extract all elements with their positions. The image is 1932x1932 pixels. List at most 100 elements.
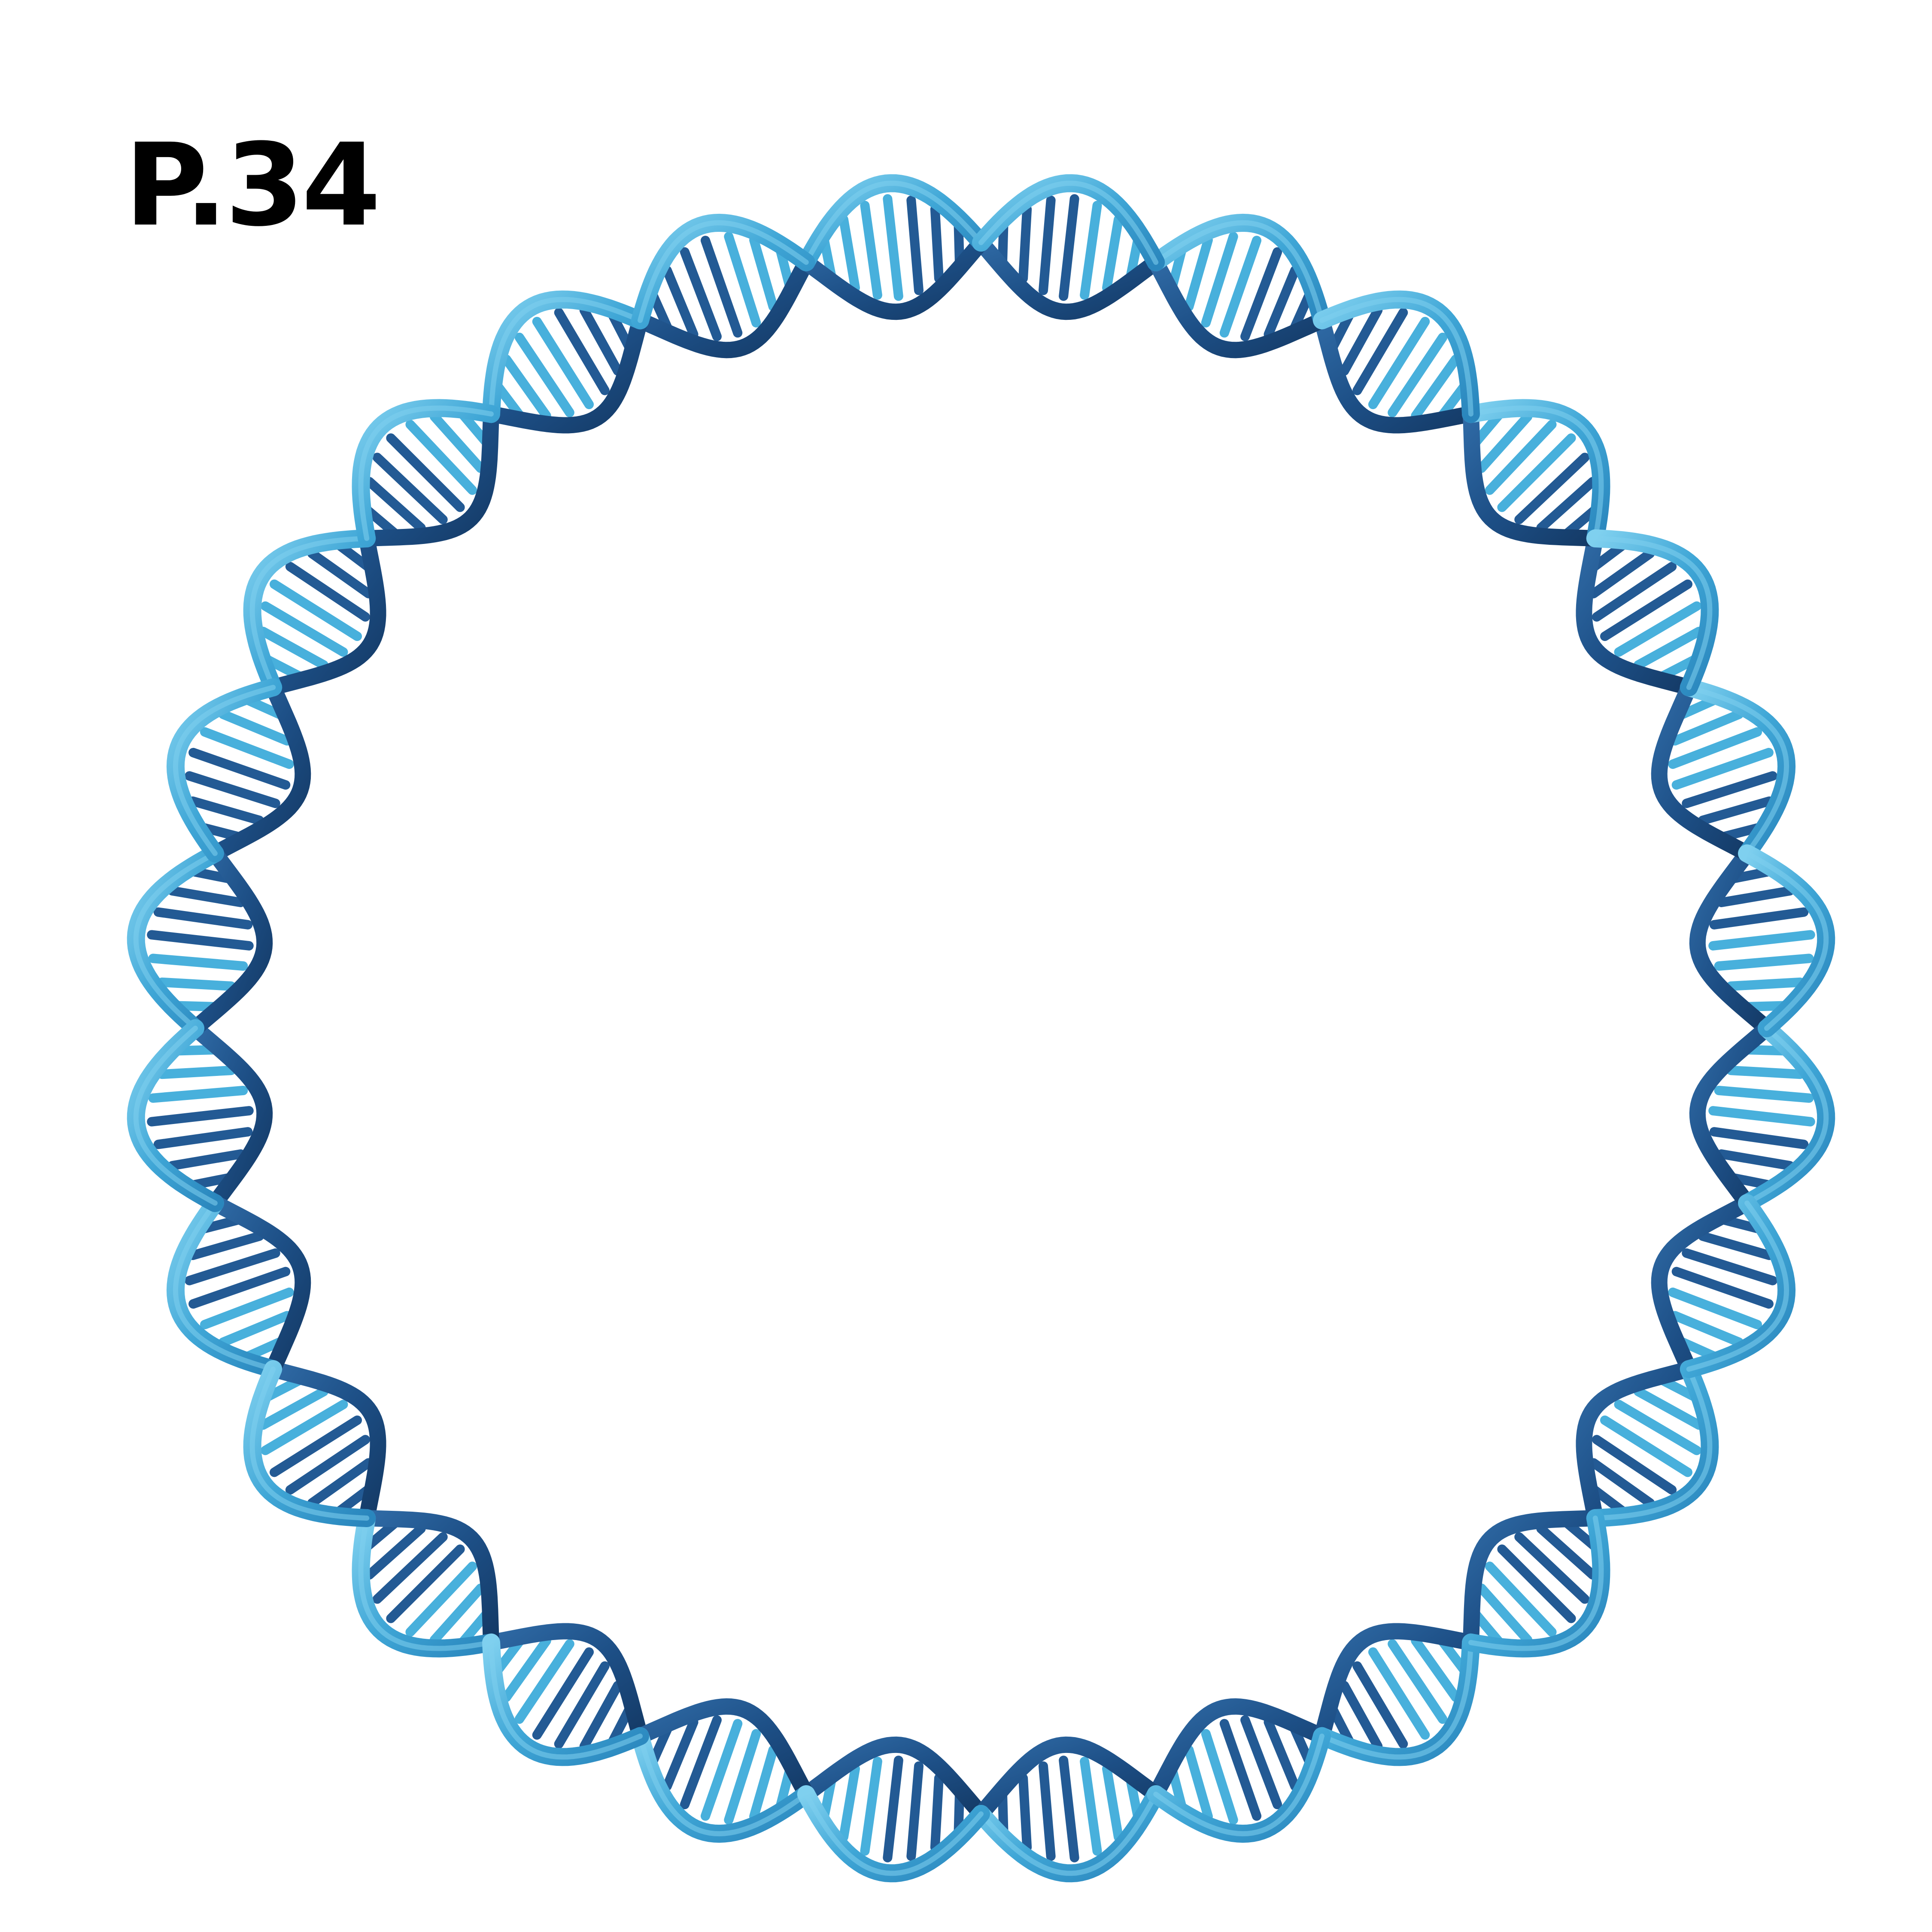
helix-rung xyxy=(1264,1717,1300,1791)
helix-rung xyxy=(1184,1745,1213,1821)
helix-rung xyxy=(1485,1561,1557,1637)
helix-rung xyxy=(1536,477,1598,533)
helix-rung xyxy=(838,215,860,293)
helix-rung xyxy=(906,195,924,295)
helix-rung xyxy=(1059,1756,1079,1862)
helix-strand-back-segment xyxy=(1576,530,1697,696)
helix-rung xyxy=(167,1149,246,1171)
helix-rung xyxy=(147,930,254,951)
helix-rung xyxy=(269,1415,362,1477)
helix-strand-highlight xyxy=(489,297,643,417)
helix-rung xyxy=(200,1288,294,1330)
helix-rung xyxy=(1059,194,1079,301)
helix-rung xyxy=(1411,1636,1461,1702)
helix-strand-back-segment xyxy=(798,234,989,320)
helix-rung xyxy=(1102,215,1124,293)
helix-strand-highlight xyxy=(133,851,218,1031)
helix-rung xyxy=(1668,1288,1762,1330)
helix-rung xyxy=(883,1756,903,1862)
helix-rung xyxy=(429,1583,486,1645)
helix-rung xyxy=(1476,1583,1533,1645)
helix-strand-highlight xyxy=(358,1516,494,1651)
helix-strand-highlight xyxy=(1592,536,1713,690)
helix-rung xyxy=(532,316,594,410)
helix-rung xyxy=(1592,1435,1677,1495)
helix-rung xyxy=(200,727,294,769)
helix-rung xyxy=(1634,626,1704,670)
helix-rung xyxy=(1668,727,1762,769)
helix-rung xyxy=(724,232,761,328)
helix-rung xyxy=(680,247,722,341)
helix-rung xyxy=(1708,930,1815,951)
helix-rung xyxy=(700,1719,743,1821)
helix-rung xyxy=(1352,308,1408,395)
helix-strand-back-segment xyxy=(358,1510,499,1651)
helix-strand-back-segment xyxy=(1576,1361,1697,1526)
helix-strand-back-segment xyxy=(798,1736,989,1822)
helix-strand-highlight xyxy=(249,536,370,690)
helix-rung xyxy=(188,1267,291,1309)
helix-strand-highlight xyxy=(1153,1733,1324,1837)
helix-rung xyxy=(860,200,882,300)
helix-rung xyxy=(1671,1267,1774,1309)
helix-rung xyxy=(1714,954,1814,971)
helix-rung xyxy=(1080,200,1102,300)
helix-rung xyxy=(1589,549,1655,598)
helix-rung xyxy=(1411,354,1461,421)
helix-strand-highlight xyxy=(1744,1026,1829,1206)
helix-back-strands xyxy=(187,234,1775,1822)
helix-rung xyxy=(749,235,778,311)
helix-strand-back-segment xyxy=(632,1698,814,1803)
helix-rung xyxy=(1592,562,1677,622)
helix-rung xyxy=(930,1773,944,1852)
helix-rung xyxy=(1201,232,1238,328)
helix-rung xyxy=(1352,1661,1408,1749)
helix-rung xyxy=(1219,1719,1262,1821)
helix-strand-back-segment xyxy=(1689,1020,1775,1212)
helix-strand-highlight xyxy=(1686,685,1789,856)
helix-rung xyxy=(501,1636,551,1702)
helix-rung xyxy=(514,332,574,417)
helix-strand-back-segment xyxy=(1463,1510,1604,1651)
helix-rung xyxy=(218,1311,292,1347)
helix-rung xyxy=(1716,886,1795,907)
helix-rung xyxy=(261,601,348,657)
helix-rung xyxy=(662,265,699,339)
helix-rung xyxy=(1709,907,1809,930)
helix-rung xyxy=(883,194,903,301)
helix-rung xyxy=(218,709,292,746)
helix-strand-back-segment xyxy=(1651,1195,1756,1377)
helix-rung xyxy=(261,1400,348,1455)
helix-rung xyxy=(148,1085,248,1103)
helix-rung xyxy=(153,907,253,930)
helix-rung xyxy=(188,796,264,825)
helix-rung xyxy=(157,1066,236,1079)
helix-rung xyxy=(930,204,944,283)
helix-strand-highlight xyxy=(978,1792,1159,1876)
helix-rung xyxy=(1018,204,1032,283)
helix-strand-highlight xyxy=(173,685,276,856)
helix-rung xyxy=(579,305,623,376)
helix-strand-highlight xyxy=(1319,1640,1473,1760)
helix-rung xyxy=(1670,1311,1744,1347)
helix-rung xyxy=(285,1435,370,1495)
helix-strand-highlight xyxy=(978,180,1159,265)
helix-rung xyxy=(1264,265,1300,339)
helix-rung xyxy=(1476,412,1533,473)
helix-rung xyxy=(579,1681,623,1751)
helix-rung xyxy=(1682,1248,1777,1285)
helix-rung xyxy=(1600,1415,1693,1477)
helix-rung xyxy=(554,1661,610,1749)
helix-strand-back-segment xyxy=(358,406,499,547)
helix-strand-highlight xyxy=(1592,1367,1713,1521)
helix-strand-highlight xyxy=(173,1200,276,1372)
helix-rung xyxy=(1716,1149,1795,1171)
helix-rung xyxy=(749,1745,778,1821)
helix-rung xyxy=(1485,419,1557,495)
helix-rung xyxy=(1240,247,1282,341)
helix-rung xyxy=(724,1729,761,1825)
helix-rung xyxy=(1340,1681,1383,1751)
helix-rung xyxy=(1497,433,1576,512)
helix-rung xyxy=(1514,1532,1590,1604)
helix-rung xyxy=(662,1717,699,1791)
